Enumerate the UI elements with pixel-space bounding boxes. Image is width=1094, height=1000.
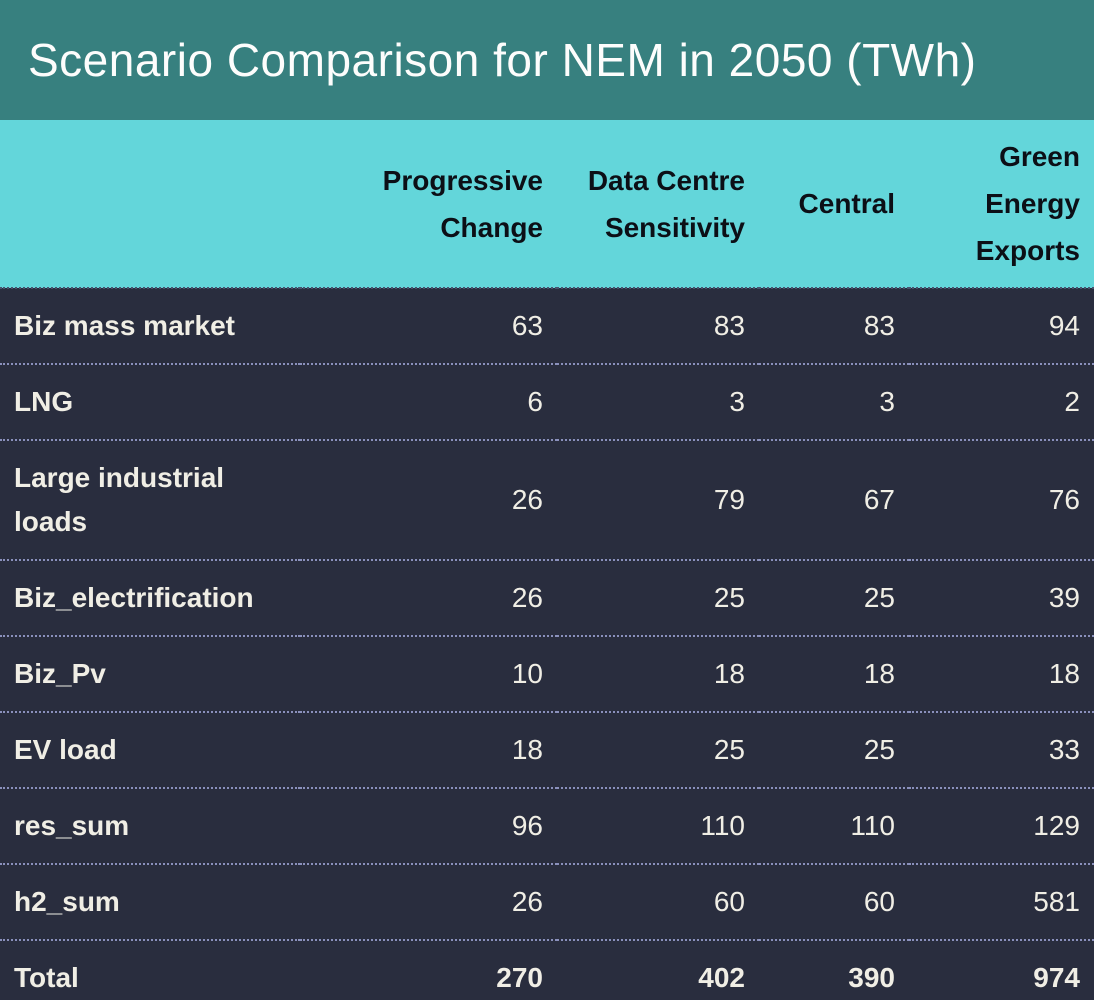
cell-value: 26: [300, 559, 557, 636]
cell-value: 33: [909, 711, 1094, 788]
cell-value: 96: [300, 787, 557, 864]
cell-value: 25: [557, 559, 759, 636]
cell-value: 26: [300, 863, 557, 940]
header-row: Progressive Change Data Centre Sensitivit…: [0, 120, 1094, 289]
table-body: Biz mass market 63 83 83 94 LNG 6 3 3 2 Large indu…: [0, 288, 1094, 1000]
corner-cell: [0, 120, 300, 289]
cell-value: 83: [863, 310, 895, 341]
scenario-table: Progressive Change Data Centre Sensitivit…: [0, 120, 1094, 1000]
cell-value: 3: [759, 363, 909, 440]
cell-value: 110: [557, 787, 759, 864]
table-row: Biz_electrification 26 25 25 39: [0, 559, 1094, 636]
total-row: Total 270 402 390 974: [0, 939, 1094, 1000]
cell-value: 3: [557, 363, 759, 440]
cell-value: 129: [909, 787, 1094, 864]
page-title: Scenario Comparison for NEM in 2050 (TWh…: [28, 34, 977, 86]
cell-value: 94: [1048, 310, 1080, 341]
cell-value: 76: [909, 439, 1094, 560]
cell-value: 60: [759, 863, 909, 940]
row-label: LNG: [0, 363, 300, 440]
row-label: EV load: [0, 711, 300, 788]
table-row: LNG 6 3 3 2: [0, 363, 1094, 440]
cell-value: 18: [909, 635, 1094, 712]
table-row: Biz mass market 63 83 83 94: [0, 288, 1094, 364]
cell-value: 402: [557, 939, 759, 1000]
table-row: EV load 18 25 25 33: [0, 711, 1094, 788]
cell-value: 63: [511, 310, 543, 341]
cell-value: 26: [300, 439, 557, 560]
cell-value: 67: [759, 439, 909, 560]
cell-value: 18: [759, 635, 909, 712]
row-label: Total: [0, 939, 300, 1000]
cell-value: 110: [759, 787, 909, 864]
cell-value: 18: [557, 635, 759, 712]
cell-value: 10: [300, 635, 557, 712]
cell-value: 39: [909, 559, 1094, 636]
table-row: res_sum 96 110 110 129: [0, 787, 1094, 864]
row-label: Biz_electrification: [0, 559, 300, 636]
row-label: Biz mass market: [14, 310, 236, 341]
row-label: Biz_Pv: [0, 635, 300, 712]
row-label: h2_sum: [0, 863, 300, 940]
cell-value: 974: [909, 939, 1094, 1000]
column-header: Progressive Change: [300, 120, 557, 289]
table-row: h2_sum 26 60 60 581: [0, 863, 1094, 940]
cell-value: 79: [557, 439, 759, 560]
cell-value: 270: [300, 939, 557, 1000]
column-header: Data Centre Sensitivity: [557, 120, 759, 289]
cell-value: 25: [557, 711, 759, 788]
cell-value: 18: [300, 711, 557, 788]
cell-value: 6: [300, 363, 557, 440]
cell-value: 60: [557, 863, 759, 940]
cell-value: 83: [713, 310, 745, 341]
title-banner: Scenario Comparison for NEM in 2050 (TWh…: [0, 0, 1094, 120]
row-label: res_sum: [0, 787, 300, 864]
column-header: Central: [759, 120, 909, 289]
cell-value: 390: [759, 939, 909, 1000]
cell-value: 25: [759, 559, 909, 636]
table-row: Large industrial loads 26 79 67 76: [0, 439, 1094, 560]
table-row: Biz_Pv 10 18 18 18: [0, 635, 1094, 712]
cell-value: 2: [909, 363, 1094, 440]
cell-value: 25: [759, 711, 909, 788]
column-header: Green Energy Exports: [909, 120, 1094, 289]
cell-value: 581: [909, 863, 1094, 940]
row-label: Large industrial loads: [0, 439, 300, 560]
